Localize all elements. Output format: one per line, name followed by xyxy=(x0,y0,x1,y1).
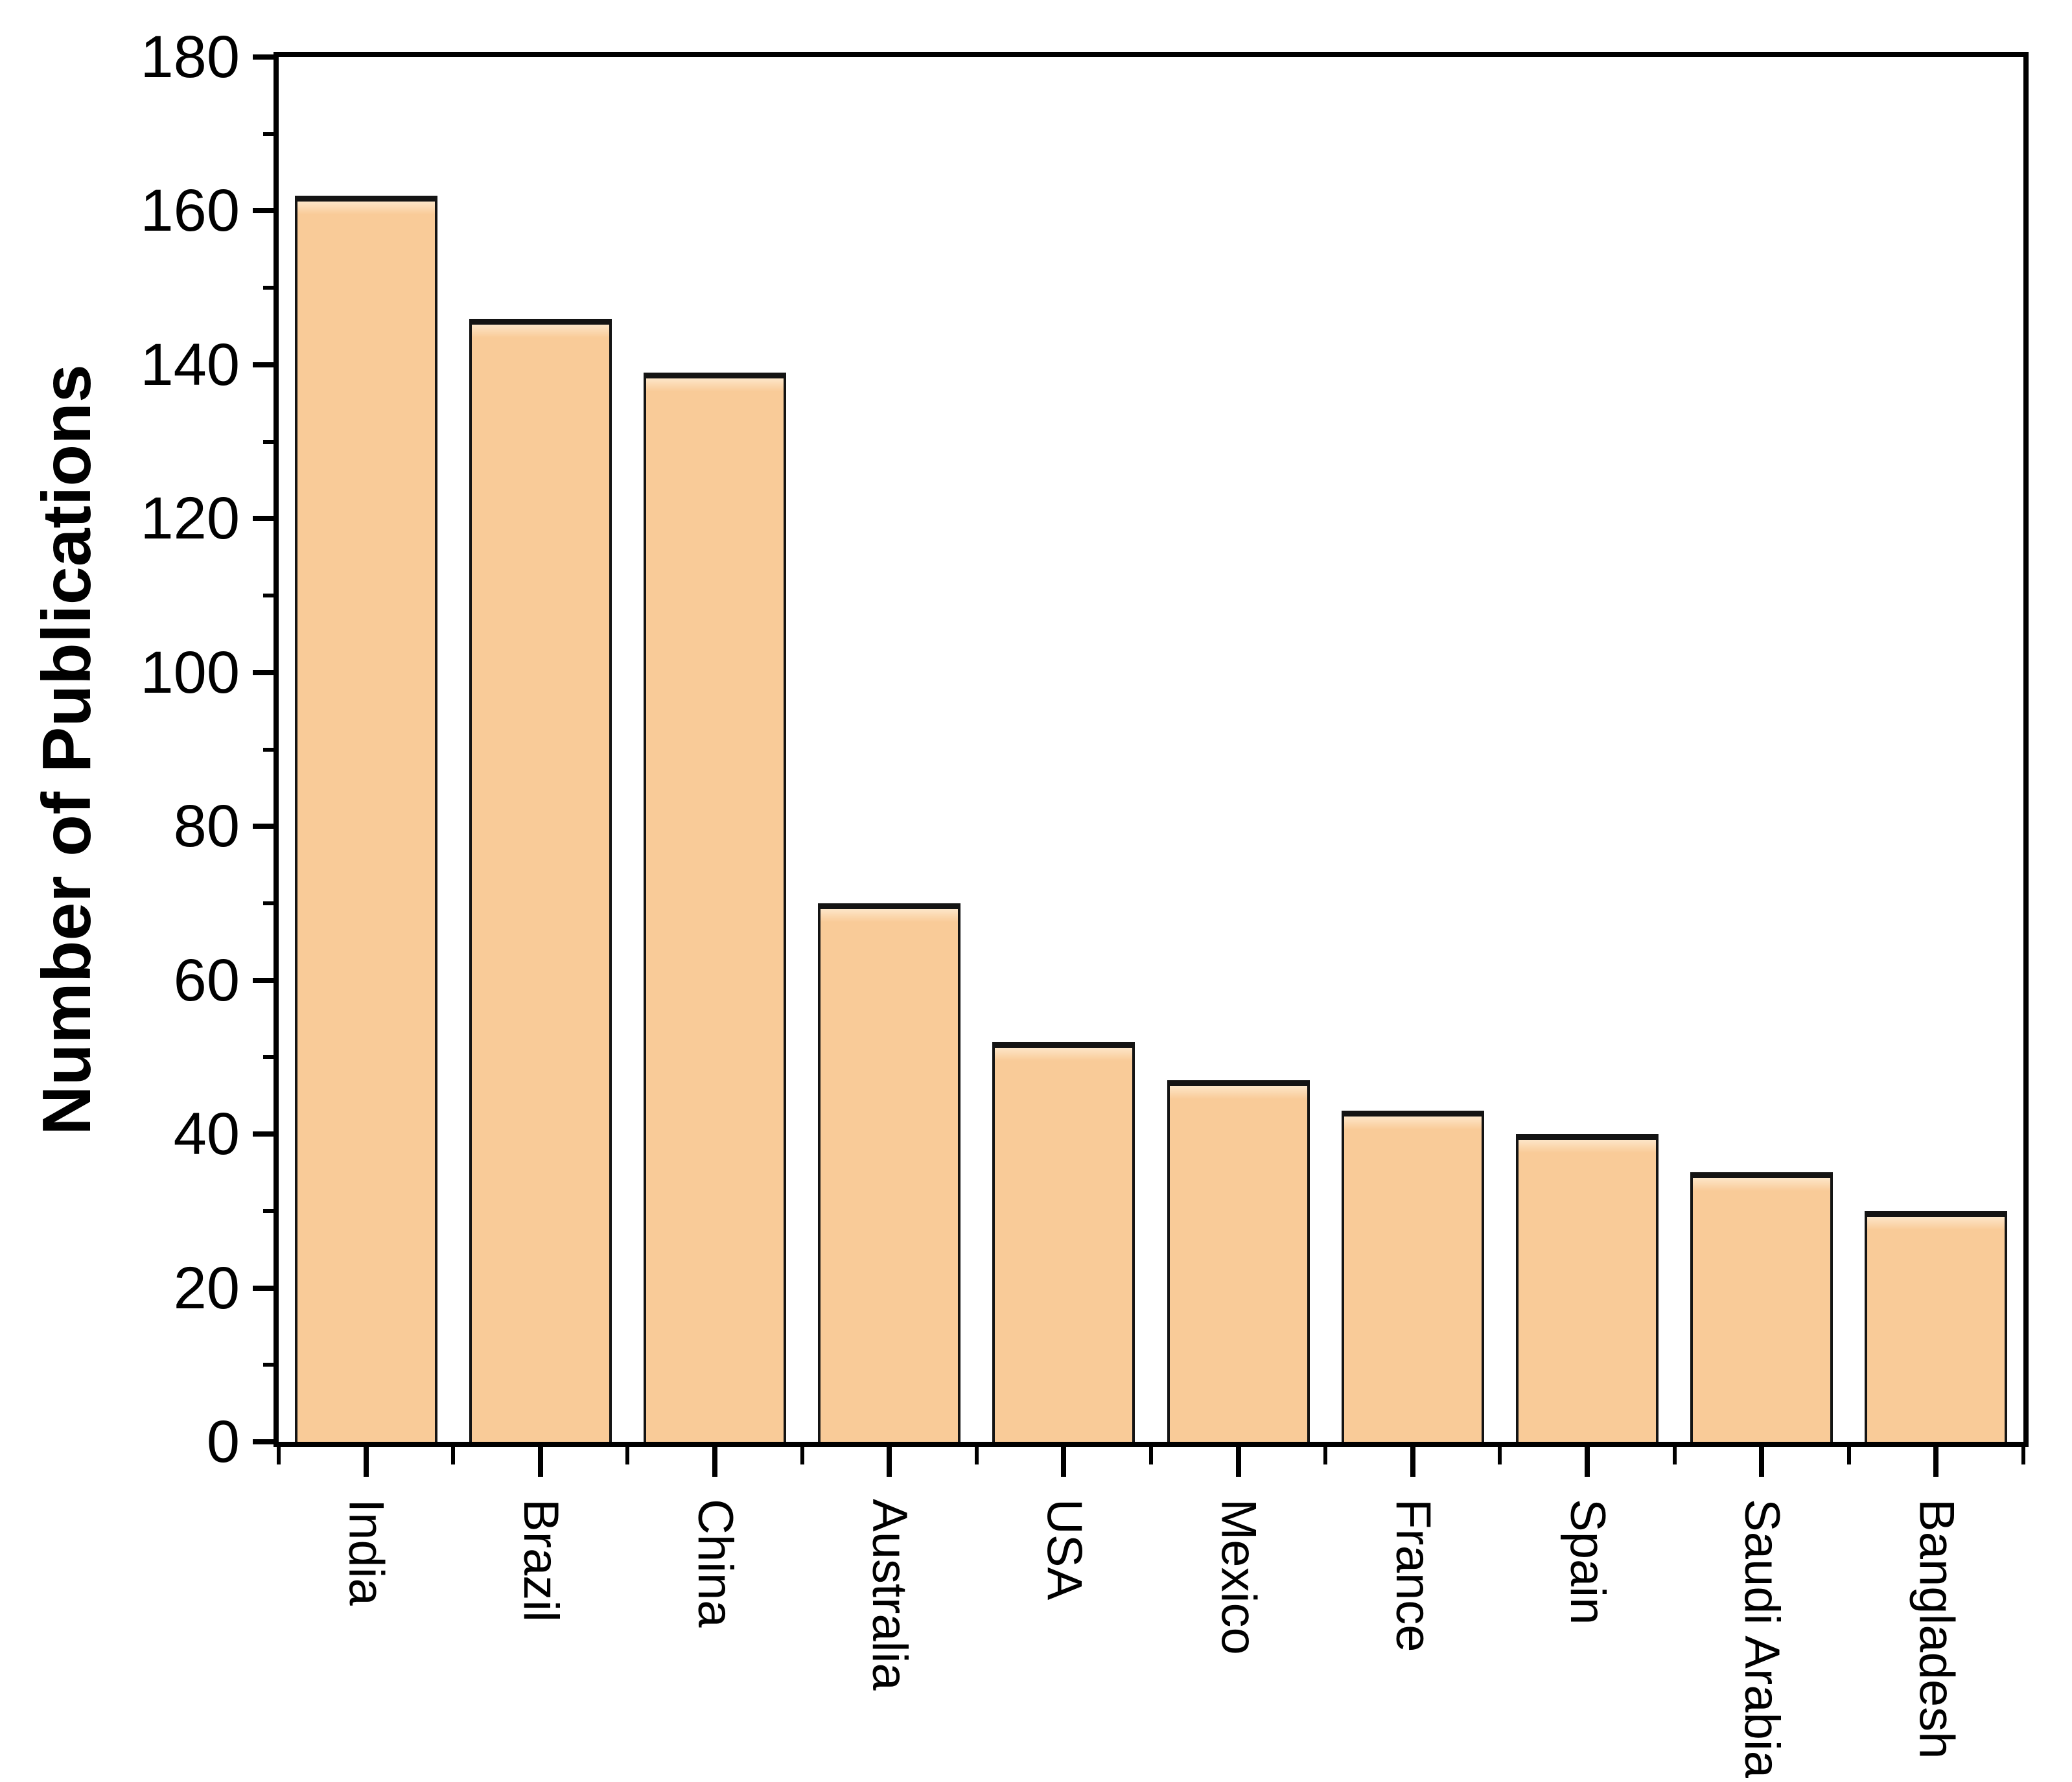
x-minor-tick xyxy=(625,1447,630,1464)
y-tick-label: 160 xyxy=(140,178,240,244)
y-tick-label: 20 xyxy=(173,1255,240,1321)
y-major-tick xyxy=(253,1439,279,1444)
x-tick-label: India xyxy=(338,1499,394,1606)
x-major-tick xyxy=(887,1447,892,1477)
x-tick-label: Mexico xyxy=(1211,1499,1266,1655)
y-major-tick xyxy=(253,1285,279,1291)
y-tick-label: 60 xyxy=(173,947,240,1013)
bar xyxy=(469,318,612,1442)
bar xyxy=(992,1041,1135,1442)
y-minor-tick xyxy=(263,594,279,598)
y-minor-tick xyxy=(263,901,279,905)
x-minor-tick xyxy=(800,1447,804,1464)
x-minor-tick xyxy=(2021,1447,2025,1464)
x-major-tick xyxy=(712,1447,717,1477)
x-tick-label: USA xyxy=(1036,1499,1092,1601)
x-minor-tick xyxy=(451,1447,456,1464)
x-minor-tick xyxy=(1149,1447,1153,1464)
x-tick-label: France xyxy=(1385,1499,1441,1652)
x-minor-tick xyxy=(1498,1447,1502,1464)
x-major-tick xyxy=(537,1447,543,1477)
x-major-tick xyxy=(1235,1447,1241,1477)
x-minor-tick xyxy=(1846,1447,1851,1464)
y-tick-label: 80 xyxy=(173,793,240,860)
y-minor-tick xyxy=(263,1055,279,1059)
y-minor-tick xyxy=(263,747,279,752)
x-major-tick xyxy=(363,1447,369,1477)
x-tick-label: Australia xyxy=(862,1499,918,1691)
bar xyxy=(294,195,437,1442)
x-major-tick xyxy=(1933,1447,1939,1477)
y-major-tick xyxy=(253,208,279,214)
y-major-tick xyxy=(253,669,279,675)
x-major-tick xyxy=(1410,1447,1415,1477)
y-minor-tick xyxy=(263,1363,279,1367)
bar xyxy=(1341,1111,1484,1442)
x-tick-label: Brazil xyxy=(513,1499,568,1623)
y-major-tick xyxy=(253,54,279,60)
bar xyxy=(1167,1080,1310,1442)
y-minor-tick xyxy=(263,1209,279,1213)
x-minor-tick xyxy=(974,1447,979,1464)
y-minor-tick xyxy=(263,132,279,136)
x-tick-label: Bangladesh xyxy=(1909,1499,1964,1759)
y-minor-tick xyxy=(263,439,279,444)
y-tick-label: 140 xyxy=(140,331,240,398)
x-minor-tick xyxy=(277,1447,281,1464)
x-minor-tick xyxy=(1672,1447,1677,1464)
x-major-tick xyxy=(1585,1447,1590,1477)
y-tick-label: 100 xyxy=(140,639,240,706)
x-major-tick xyxy=(1759,1447,1765,1477)
y-minor-tick xyxy=(263,286,279,290)
bar xyxy=(1690,1172,1833,1442)
x-tick-label: China xyxy=(688,1499,743,1628)
y-tick-label: 120 xyxy=(140,485,240,552)
x-minor-tick xyxy=(1323,1447,1328,1464)
bar xyxy=(1865,1210,2008,1442)
y-major-tick xyxy=(253,1131,279,1137)
y-tick-label: 0 xyxy=(206,1409,240,1475)
y-major-tick xyxy=(253,824,279,829)
bar xyxy=(818,903,961,1442)
x-major-tick xyxy=(1061,1447,1067,1477)
bar xyxy=(644,372,786,1442)
y-major-tick xyxy=(253,516,279,522)
y-tick-label: 40 xyxy=(173,1101,240,1168)
y-tick-label: 180 xyxy=(140,24,240,90)
y-major-tick xyxy=(253,977,279,983)
x-tick-label: Saudi Arabia xyxy=(1734,1499,1790,1778)
y-major-tick xyxy=(253,362,279,367)
x-tick-label: Spain xyxy=(1560,1499,1615,1625)
bar xyxy=(1516,1134,1659,1442)
